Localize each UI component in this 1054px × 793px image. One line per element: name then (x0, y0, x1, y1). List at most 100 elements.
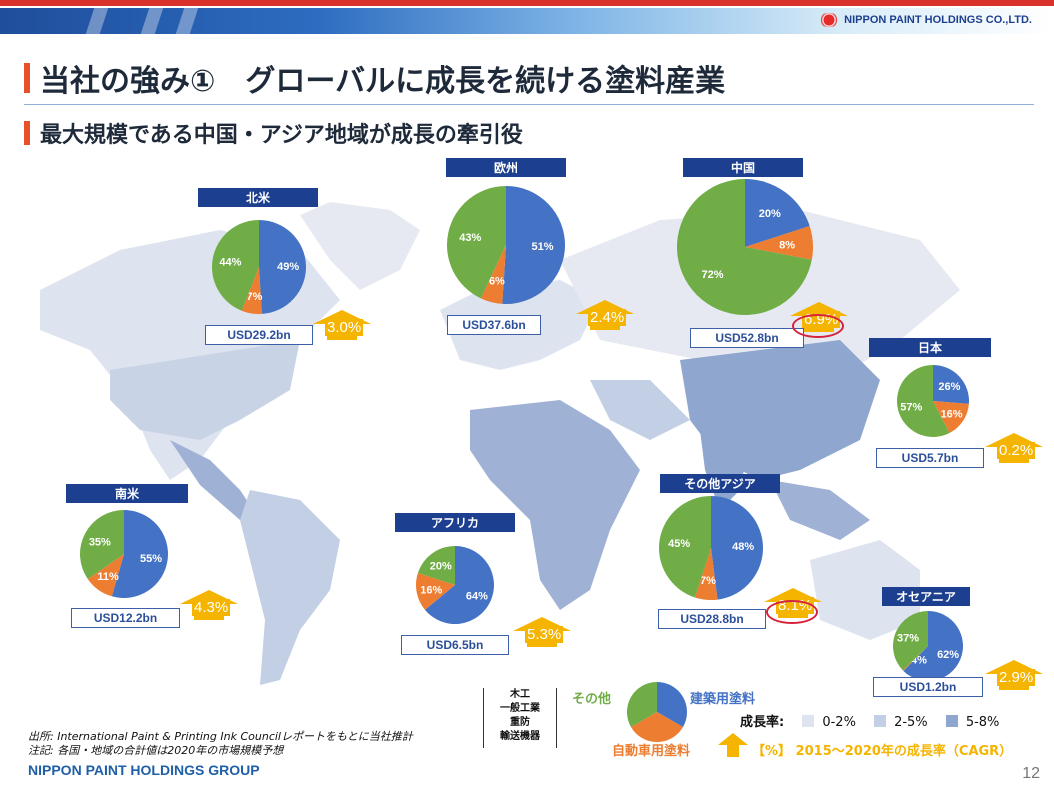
title-bar (24, 63, 30, 93)
slice-label: 62% (937, 649, 959, 661)
map-greenland (300, 202, 420, 290)
slice-label: 44% (219, 257, 241, 269)
slice-automotive (87, 554, 124, 597)
market-size: USD37.6bn (447, 315, 541, 335)
slice-architectural (711, 496, 764, 600)
slice-other (80, 510, 124, 580)
slice-label: 43% (459, 232, 481, 244)
page-title-text: 当社の強み① グローバルに成長を続ける塗料産業 (40, 64, 726, 99)
map-australia (810, 540, 920, 640)
market-size: USD52.8bn (690, 328, 804, 348)
other-item: 重防 (510, 717, 530, 728)
cagr-arrow: 2.4% (576, 300, 634, 330)
slice-other (417, 546, 455, 585)
slice-label: 20% (430, 560, 452, 572)
swatch-2-5 (874, 715, 887, 727)
divider (24, 104, 1034, 105)
slice-label: 72% (701, 269, 723, 281)
region-title: アフリカ (395, 513, 515, 532)
company-logo: NIPPON PAINT HOLDINGS CO.,LTD. (818, 13, 1032, 27)
slice-label: 11% (97, 571, 119, 583)
region-title: 北米 (198, 188, 318, 207)
range-label: 5-8% (965, 715, 1000, 730)
other-breakdown: 木工 一般工業 重防 輸送機器 (483, 688, 557, 748)
other-item: 輸送機器 (500, 731, 540, 742)
market-size: USD29.2bn (205, 325, 313, 345)
cagr-value: 2.9% (997, 669, 1036, 686)
highlight-circle (792, 314, 844, 338)
region-title: 日本 (869, 338, 991, 357)
region-pie: 48% 7% 45% (659, 496, 764, 600)
slice-automotive (241, 267, 262, 314)
slice-label: 51% (532, 241, 554, 253)
cagr-arrow: 2.9% (985, 660, 1043, 690)
slice-label: 64% (466, 590, 488, 602)
slice-architectural (424, 546, 494, 624)
slice-other (897, 365, 950, 437)
top-accent-line (0, 0, 1054, 6)
region-title: 南米 (66, 484, 188, 503)
region-title: その他アジア (660, 474, 780, 493)
region-title: 欧州 (446, 158, 566, 177)
swatch-5-8 (945, 715, 958, 727)
cagr-value: 4.3% (192, 599, 231, 616)
cagr-value: 3.0% (325, 319, 364, 336)
cagr-arrow: 0.2% (985, 433, 1043, 463)
legend-architectural: 建築用塗料 (690, 692, 756, 707)
slice-label: 7% (246, 291, 262, 303)
page-subtitle-text: 最大規模である中国・アジア地域が成長の牽引役 (40, 123, 523, 148)
map-africa (470, 400, 640, 610)
slice-other (212, 220, 259, 311)
slice-other (659, 496, 711, 598)
slice-other (893, 611, 928, 671)
other-item: 一般工業 (500, 703, 540, 714)
region-pie: 26% 16% 57% (897, 365, 969, 437)
footnote: 注記: 各国・地域の合計値は2020年の市場規模予想 (28, 744, 284, 757)
map-south-america (240, 490, 340, 685)
cagr-note: 【%】 2015～2020年の成長率（CAGR） (752, 744, 1013, 759)
slice-automotive (694, 548, 718, 600)
slice-label: 7% (700, 575, 716, 587)
legend-automotive: 自動車用塗料 (612, 744, 691, 759)
cagr-arrow: 3.0% (313, 310, 371, 340)
map-middle-east (590, 380, 690, 440)
slice-architectural (903, 611, 963, 681)
slice-other (677, 179, 812, 315)
swatch-0-2 (802, 715, 815, 727)
cagr-value: 2.4% (588, 309, 627, 326)
region-title: オセアニア (882, 587, 970, 606)
region-pie: 51% 6% 43% (447, 186, 566, 304)
legend-slice-architectural (657, 682, 688, 727)
legend-slice-automotive (631, 712, 683, 743)
page-subtitle: 最大規模である中国・アジア地域が成長の牽引役 (24, 117, 523, 149)
region-pie: 64% 16% 20% (416, 546, 494, 624)
highlight-circle (766, 600, 818, 624)
range-label: 0-2% (822, 715, 856, 730)
slice-architectural (259, 220, 306, 314)
cagr-arrow: 4.3% (180, 590, 238, 620)
slice-architectural (745, 179, 810, 247)
market-size: USD28.8bn (658, 609, 766, 629)
slice-automotive (902, 646, 928, 671)
map-usa (110, 340, 300, 440)
region-title: 中国 (683, 158, 803, 177)
cagr-value: 5.3% (525, 626, 564, 643)
map-sea (770, 480, 870, 540)
legend-other: その他 (572, 692, 612, 707)
slice-other (447, 186, 506, 299)
page-number: 12 (1022, 765, 1040, 782)
market-size: USD6.5bn (401, 635, 509, 655)
slice-automotive (745, 225, 813, 260)
range-label: 2-5% (894, 715, 928, 730)
market-size: USD5.7bn (876, 448, 984, 468)
slice-label: 35% (89, 536, 111, 548)
slice-label: 37% (897, 633, 919, 645)
slice-architectural (111, 510, 168, 598)
growth-legend: 成長率: 0-2% 2-5% 5-8% (740, 711, 999, 730)
growth-label: 成長率: (740, 715, 785, 730)
region-pie: 62%0.4%37% (893, 611, 963, 681)
slice-label: 16% (420, 585, 442, 597)
cagr-value: 0.2% (997, 442, 1036, 459)
region-pie: 20% 8% 72% (677, 179, 813, 315)
cagr-arrow-icon (718, 733, 748, 757)
